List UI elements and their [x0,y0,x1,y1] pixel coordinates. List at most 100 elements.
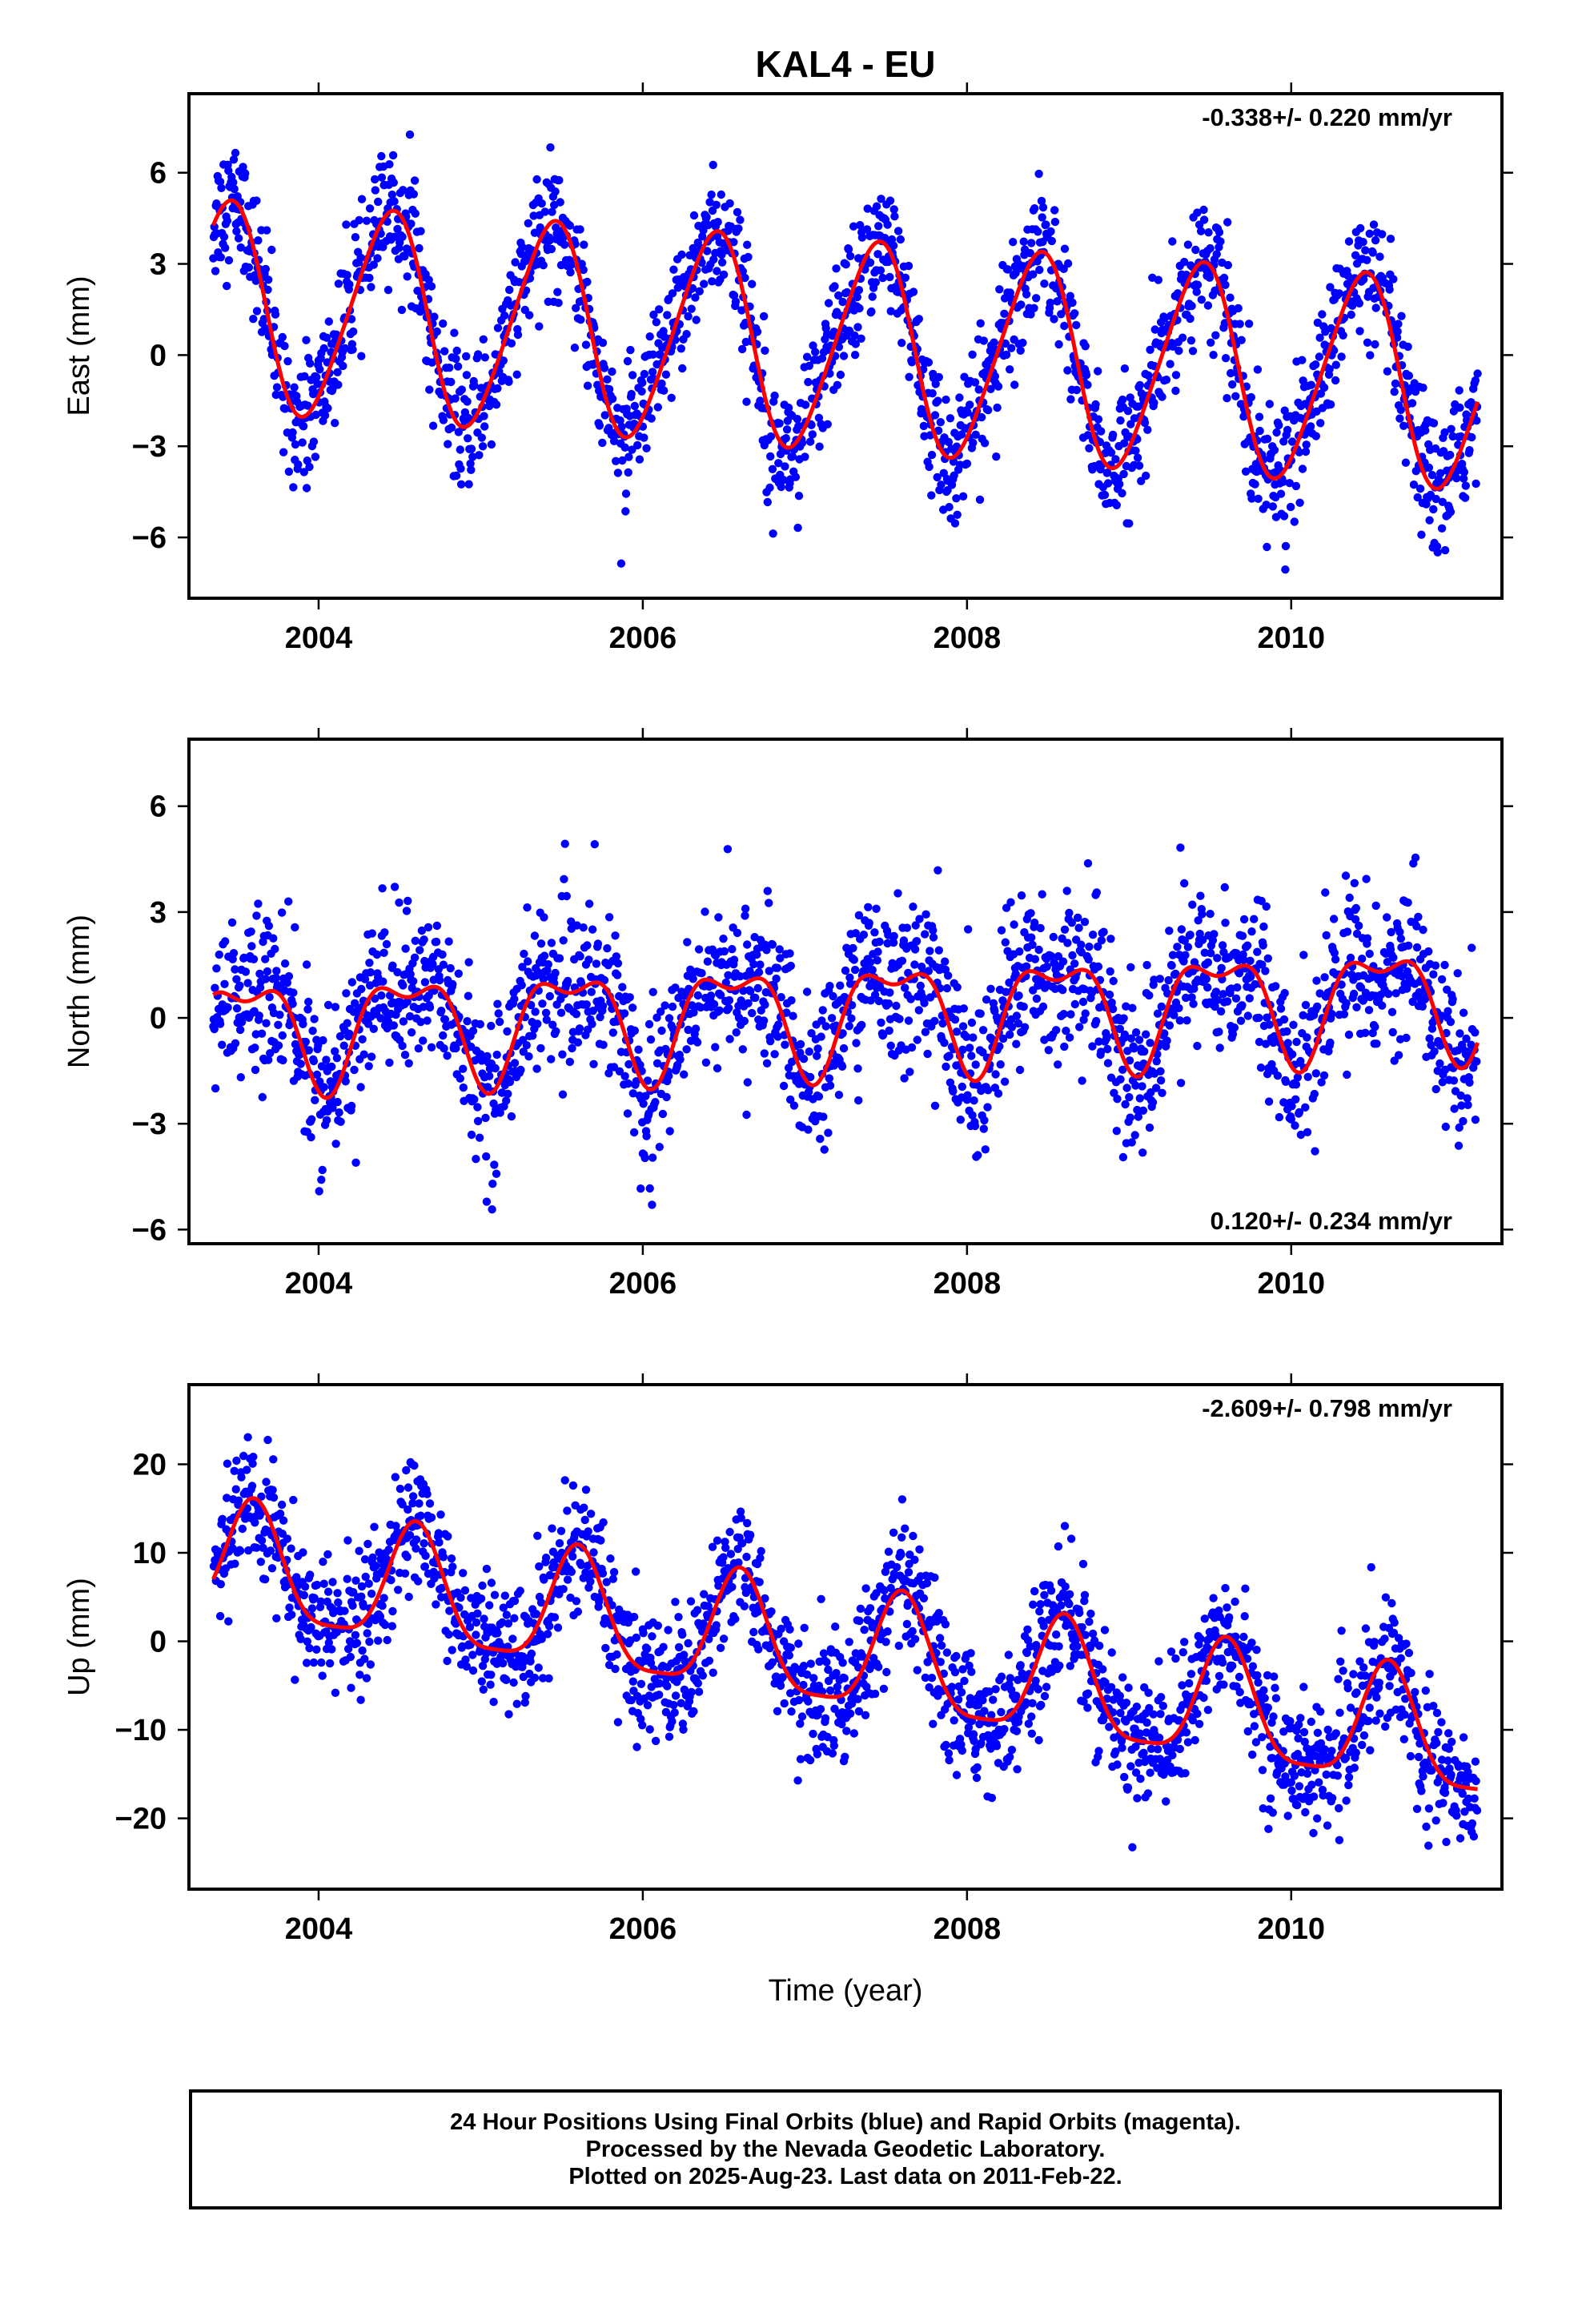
north-data-point [1384,989,1393,999]
north-data-point [275,1011,284,1019]
east-data-point [1106,448,1116,457]
north-data-point [377,991,386,1000]
north-data-point [432,937,441,947]
north-data-point [1303,1128,1312,1137]
north-data-point [715,1006,724,1015]
up-data-point [238,1524,247,1534]
east-data-point [583,277,592,287]
east-data-point [480,353,489,362]
east-data-point [833,380,842,389]
north-data-point [555,954,564,963]
north-data-point [839,1043,849,1053]
north-data-point [834,1091,844,1100]
north-data-point [1176,1079,1186,1088]
east-data-point [1404,372,1414,380]
up-data-point [232,1456,241,1466]
north-data-point [530,931,540,940]
east-data-point [804,377,813,387]
east-data-point [390,197,399,206]
east-data-point [1235,320,1244,328]
north-data-point [701,1058,711,1068]
north-data-point [1280,988,1289,998]
up-data-point [266,1546,275,1555]
north-data-point [746,987,755,995]
north-data-point [1065,908,1074,918]
north-data-point [536,1043,545,1053]
north-data-point [982,995,991,1004]
east-data-point [1009,238,1018,247]
north-data-point [503,1027,512,1036]
north-data-point [624,1079,632,1088]
east-data-point [1371,235,1380,245]
east-data-point [857,334,865,343]
north-data-point [328,1104,337,1112]
east-data-point [725,199,734,208]
east-data-point [962,459,972,468]
north-data-point [464,958,473,967]
north-data-point [900,1074,909,1083]
north-data-point [1011,970,1020,979]
up-data-point [689,1707,698,1716]
north-data-point [938,1019,947,1028]
north-data-point [721,978,730,987]
east-data-point [1425,516,1434,525]
north-data-point [753,983,762,993]
east-data-point [867,307,876,316]
east-data-point [1335,289,1344,298]
east-data-point [1247,392,1256,402]
east-data-point [713,218,722,227]
north-data-point [1430,1047,1439,1056]
east-data-point [695,287,704,296]
east-data-point [1393,327,1402,336]
north-data-point [440,1015,450,1024]
north-data-point [1122,1002,1130,1011]
north-data-point [1462,1034,1471,1043]
north-data-point [1062,887,1071,895]
north-data-point [1026,909,1035,918]
up-data-point [586,1510,596,1518]
north-data-point [504,1089,512,1099]
up-data-point [249,1453,258,1462]
north-data-point [1361,1028,1370,1038]
north-data-point [255,1011,263,1020]
up-data-point [586,1577,595,1586]
up-data-point [414,1577,423,1586]
east-data-point [779,476,788,485]
north-data-point [1219,947,1228,957]
north-xtick-label: 2006 [609,1267,677,1301]
up-data-point [405,1530,415,1540]
north-data-point [1200,948,1210,957]
east-data-point [548,207,556,216]
north-data-point [1203,983,1212,992]
east-data-point [1369,220,1379,229]
up-data-point [363,1539,372,1549]
up-data-point [455,1603,464,1612]
up-data-point [473,1609,482,1618]
north-data-point [399,1017,408,1026]
north-data-point [1182,993,1191,1003]
east-data-point [524,219,532,227]
east-data-point [645,332,654,341]
north-data-point [1468,943,1476,952]
north-data-point [562,891,571,901]
north-data-point [1243,941,1252,950]
east-data-point [1440,428,1449,437]
east-data-point [365,273,374,283]
east-data-point [1072,320,1081,330]
north-data-point [229,949,239,958]
east-data-point [1068,298,1077,308]
east-data-point [612,456,620,465]
north-data-point [916,981,926,991]
east-data-point [756,396,765,405]
north-data-point [1015,1065,1025,1075]
north-data-point [404,1059,413,1068]
north-data-point [709,999,719,1009]
north-data-point [1262,902,1271,911]
north-data-point [1120,1030,1130,1039]
north-data-point [1196,891,1205,900]
north-data-point [235,981,244,990]
north-data-point [467,1130,476,1140]
north-data-point [941,957,950,966]
up-data-point [537,1634,546,1643]
east-data-point [1204,228,1213,237]
